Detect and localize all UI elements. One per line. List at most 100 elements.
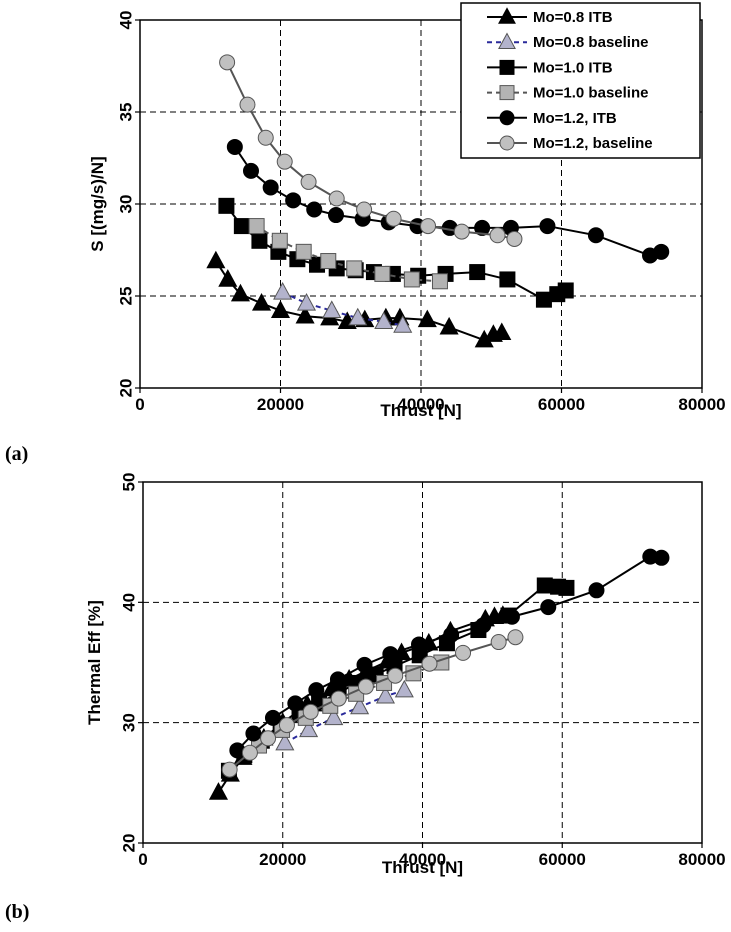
data-point bbox=[474, 219, 491, 236]
x-tick-label: 80000 bbox=[678, 850, 725, 869]
data-point bbox=[245, 725, 262, 742]
data-point bbox=[499, 271, 516, 288]
data-point bbox=[588, 582, 605, 599]
data-point bbox=[239, 96, 256, 113]
series-4 bbox=[248, 218, 448, 290]
data-point bbox=[208, 782, 229, 800]
data-point bbox=[306, 201, 323, 218]
series-5 bbox=[226, 138, 670, 264]
data-point bbox=[503, 608, 520, 625]
legend-label: Mo=0.8 ITB bbox=[533, 9, 613, 26]
data-point bbox=[453, 223, 470, 240]
data-point bbox=[420, 218, 437, 235]
y-tick-label: 25 bbox=[117, 287, 136, 306]
data-point bbox=[539, 218, 556, 235]
data-point bbox=[242, 162, 259, 179]
legend-marker bbox=[498, 7, 516, 24]
data-point bbox=[241, 744, 258, 761]
data-point bbox=[230, 283, 250, 302]
series-2 bbox=[275, 679, 414, 751]
data-point bbox=[206, 250, 226, 269]
data-point bbox=[421, 655, 438, 672]
data-point bbox=[296, 293, 317, 311]
y-tick-label: 35 bbox=[117, 103, 136, 122]
y-tick-label: 30 bbox=[117, 195, 136, 214]
data-point bbox=[385, 210, 402, 227]
y-axis-title: S [(mg/s)/N] bbox=[88, 156, 107, 251]
data-point bbox=[330, 690, 347, 707]
data-point bbox=[302, 703, 319, 720]
data-point bbox=[443, 626, 460, 643]
data-point bbox=[536, 577, 553, 594]
legend-label: Mo=1.2, baseline bbox=[533, 135, 653, 152]
data-point bbox=[218, 197, 235, 214]
data-point bbox=[278, 717, 295, 734]
series-line bbox=[234, 146, 662, 257]
data-point bbox=[221, 761, 238, 778]
data-point bbox=[374, 311, 394, 330]
data-point bbox=[653, 243, 670, 260]
data-point bbox=[356, 656, 373, 673]
data-point bbox=[285, 192, 302, 209]
data-point bbox=[507, 629, 524, 646]
data-point bbox=[329, 671, 346, 688]
data-point bbox=[260, 730, 277, 747]
data-point bbox=[251, 232, 268, 249]
y-tick-label: 20 bbox=[117, 379, 136, 398]
data-point bbox=[587, 227, 604, 244]
series-6 bbox=[221, 629, 524, 778]
data-point bbox=[475, 617, 492, 634]
data-point bbox=[251, 293, 272, 311]
panel-a-chart: 0 20000 40000 60000 80000 20 25 30 35 40 Thrust [N… bbox=[5, 2, 726, 465]
series-2 bbox=[273, 281, 413, 333]
data-point bbox=[348, 307, 368, 326]
y-axis-title: Thermal Eff [%] bbox=[85, 600, 104, 725]
data-point bbox=[328, 190, 345, 207]
data-point bbox=[271, 232, 288, 249]
data-point bbox=[431, 273, 448, 290]
x-tick-label: 60000 bbox=[538, 395, 585, 414]
data-point bbox=[308, 682, 325, 699]
legend: Mo=0.8 ITB Mo=0.8 baseline Mo=1.0 ITB Mo=1.… bbox=[460, 2, 701, 159]
data-point bbox=[350, 696, 370, 715]
y-tick-label: 40 bbox=[120, 593, 139, 612]
data-point bbox=[218, 269, 238, 287]
data-point bbox=[557, 282, 574, 299]
data-point bbox=[233, 218, 250, 235]
legend-marker bbox=[498, 32, 516, 49]
data-point bbox=[300, 173, 317, 190]
data-point bbox=[357, 678, 374, 695]
data-point bbox=[387, 667, 404, 684]
data-point bbox=[403, 271, 420, 288]
legend-box bbox=[460, 2, 701, 159]
legend-label: Mo=0.8 baseline bbox=[533, 34, 648, 51]
data-point bbox=[257, 129, 274, 146]
data-point bbox=[417, 309, 437, 328]
legend-marker bbox=[499, 85, 515, 101]
data-point bbox=[262, 179, 279, 196]
data-point bbox=[540, 599, 557, 616]
data-point bbox=[287, 695, 304, 712]
data-point bbox=[374, 265, 391, 282]
legend-label: Mo=1.0 ITB bbox=[533, 59, 613, 76]
legend-marker bbox=[499, 135, 515, 151]
data-point bbox=[535, 291, 552, 308]
data-point bbox=[299, 719, 319, 738]
y-tick-label: 40 bbox=[117, 11, 136, 30]
x-tick-label: 40000 bbox=[399, 850, 446, 869]
data-point bbox=[327, 207, 344, 224]
series-line bbox=[236, 555, 662, 752]
data-point bbox=[375, 685, 396, 704]
data-point bbox=[382, 646, 399, 663]
data-point bbox=[439, 316, 459, 335]
data-point bbox=[492, 322, 512, 341]
data-point bbox=[322, 300, 342, 318]
data-point bbox=[405, 665, 422, 682]
data-point bbox=[273, 281, 293, 300]
data-point bbox=[558, 579, 575, 596]
data-point bbox=[411, 636, 428, 653]
panel-label: (b) bbox=[5, 901, 29, 923]
data-point bbox=[275, 732, 295, 751]
data-point bbox=[356, 201, 373, 218]
